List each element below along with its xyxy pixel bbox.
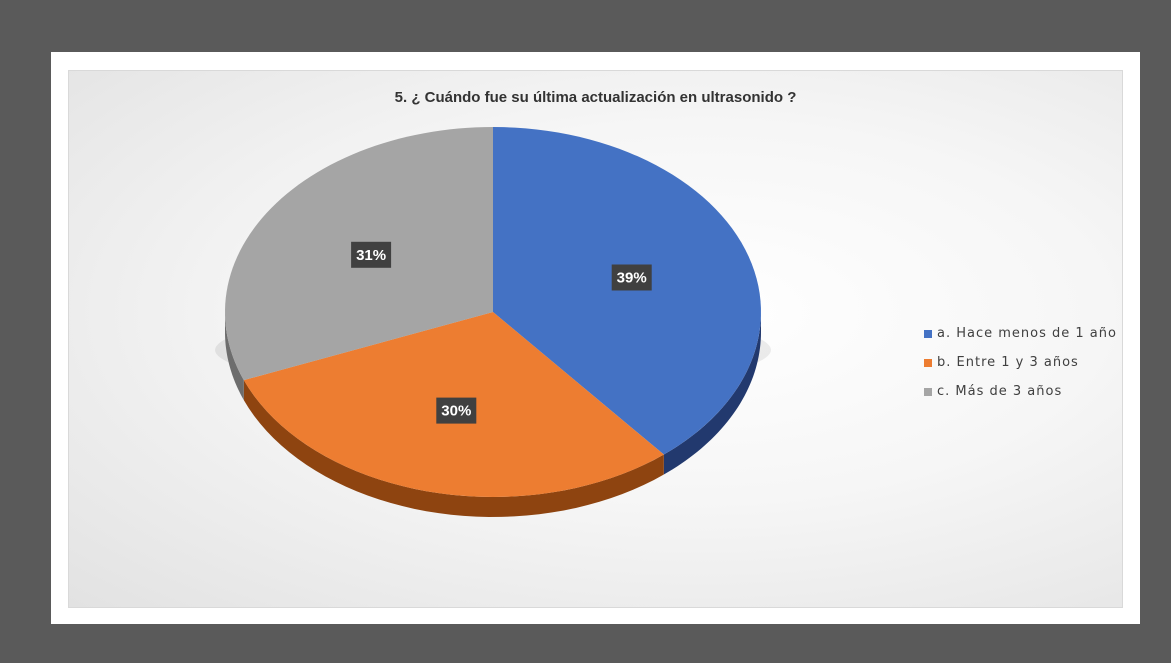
pie-chart: 39% 30% 31%: [215, 127, 771, 517]
pie-slice-side-2: [243, 380, 664, 517]
legend-label: c. Más de 3 años: [937, 384, 1063, 399]
legend-item: a. Hace menos de 1 año: [924, 319, 1122, 348]
legend-swatch: [924, 329, 932, 338]
chart-area: 5. ¿ Cuándo fue su última actualización …: [68, 70, 1123, 608]
pie-slice-side-1: [663, 312, 761, 475]
chart-legend: a. Hace menos de 1 año b. Entre 1 y 3 año…: [924, 319, 1122, 406]
data-label-text: 31%: [356, 247, 386, 264]
chart-title: 5. ¿ Cuándo fue su última actualización …: [394, 89, 797, 106]
data-label-text: 39%: [617, 270, 647, 287]
data-label-1: 39%: [611, 264, 652, 291]
pie-sides: [225, 312, 761, 517]
legend-item: c. Más de 3 años: [924, 377, 1122, 406]
chart-frame: 5. ¿ Cuándo fue su última actualización …: [51, 52, 1140, 624]
data-label-text: 30%: [441, 403, 471, 420]
data-label-box: [436, 397, 477, 424]
pie-tops: [225, 127, 761, 497]
data-label-box: [611, 264, 652, 291]
legend-item: b. Entre 1 y 3 años: [924, 348, 1122, 377]
pie-slice-1: [493, 127, 761, 455]
pie-slice-side-3: [225, 312, 244, 401]
data-label-3: 31%: [351, 241, 392, 268]
data-label-box: [351, 241, 392, 268]
legend-swatch: [924, 387, 932, 396]
legend-swatch: [924, 358, 932, 367]
legend-label: a. Hace menos de 1 año: [937, 326, 1117, 341]
legend-label: b. Entre 1 y 3 años: [937, 355, 1079, 370]
data-label-2: 30%: [436, 397, 477, 424]
